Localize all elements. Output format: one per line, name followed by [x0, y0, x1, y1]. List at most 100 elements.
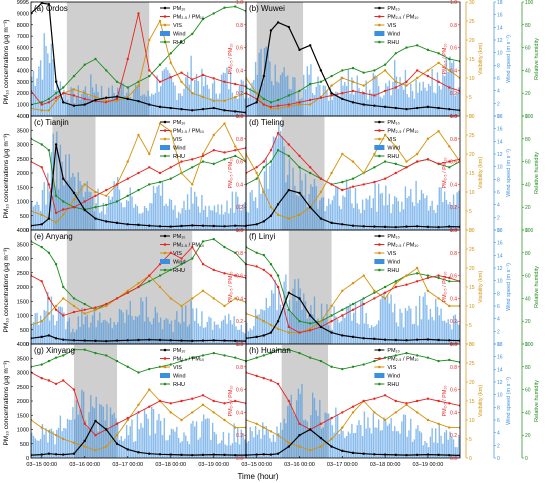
wind-bar — [61, 431, 63, 458]
wind-bar — [440, 308, 442, 344]
rhu-point — [223, 245, 226, 249]
wind-bar — [109, 407, 112, 458]
vis-point — [276, 434, 280, 437]
vis-point — [287, 331, 290, 334]
rhu-point — [448, 358, 451, 362]
wind-bar — [199, 94, 201, 116]
wind-bar — [246, 322, 248, 344]
pm10-line — [31, 144, 246, 228]
vis-point — [180, 418, 183, 422]
rhu-point — [426, 274, 430, 277]
wind-bar — [224, 444, 226, 458]
rhu-point — [351, 177, 355, 180]
wind-bar — [279, 304, 282, 344]
wind-bar — [436, 306, 439, 344]
wind-tick-label: 6 — [497, 190, 500, 196]
wind-bar — [347, 306, 350, 344]
wind-bar — [203, 327, 205, 344]
rhu-point — [437, 52, 440, 55]
wind-bar — [445, 322, 448, 344]
legend-ratio-marker — [378, 357, 381, 360]
vis-point — [276, 213, 280, 216]
ratio-point — [137, 285, 140, 289]
wind-bar — [290, 89, 292, 116]
rhu-point — [341, 367, 344, 371]
ratio-point — [448, 402, 451, 405]
legend-vis-marker — [378, 365, 381, 369]
vis-point — [83, 92, 86, 95]
wind-bar — [353, 433, 355, 458]
wind-tick-label: 4 — [497, 203, 500, 209]
wind-bar — [97, 91, 99, 116]
wind-bars — [246, 46, 460, 116]
wind-bar — [194, 320, 196, 344]
rhu-point — [158, 180, 162, 184]
wind-bar — [297, 278, 300, 344]
wind-bar — [454, 447, 457, 458]
wind-bar — [41, 424, 44, 458]
wind-bar — [404, 186, 407, 230]
wind-bar — [372, 198, 374, 230]
wind-bar — [113, 181, 115, 230]
ratio-tick-label: 0.0 — [450, 114, 457, 120]
wind-bar — [397, 326, 399, 344]
wind-bar — [274, 64, 276, 116]
wind-bar — [201, 421, 203, 458]
wind-axis-title: Wind speed (m s⁻¹) — [506, 149, 512, 197]
legend-wind-swatch — [374, 259, 385, 264]
vis-line — [31, 388, 246, 451]
wind-bar — [47, 53, 49, 116]
wind-bar — [397, 201, 399, 230]
pm10-point — [105, 428, 108, 431]
wind-bar — [95, 203, 97, 230]
rhu-point — [394, 354, 397, 357]
rhu-point — [212, 162, 215, 166]
wind-tick-label: 4 — [497, 317, 500, 323]
wind-bar — [72, 407, 74, 458]
rhu-point — [191, 257, 194, 260]
wind-bar — [344, 437, 346, 458]
wind-bar — [283, 146, 285, 230]
legend-rhu-label: RHU — [387, 382, 399, 388]
pm10-point — [405, 107, 408, 111]
ratio-axis-title: PM₂.₅ / PM₁₀ — [228, 271, 234, 302]
pm10-point — [287, 188, 290, 192]
wind-bar — [424, 198, 426, 230]
wind-bar — [315, 320, 317, 344]
ratio-point — [309, 98, 312, 102]
wind-bar — [377, 320, 380, 344]
wind-bar — [149, 435, 151, 458]
wind-bars — [31, 389, 246, 458]
wind-bar — [377, 183, 380, 230]
rhu-point — [362, 363, 365, 366]
wind-bar — [294, 77, 296, 116]
wind-bar — [111, 328, 114, 344]
wind-bar — [124, 207, 126, 230]
wind-bar — [333, 195, 335, 230]
wind-bar — [278, 433, 280, 458]
ratio-point — [191, 78, 194, 81]
left-axis-title-row3: PM₁₀ concentrations (μg m⁻³) — [3, 247, 10, 332]
rhu-tick-label: 60 — [525, 274, 531, 280]
wind-bar — [360, 213, 362, 230]
legend-wind-label: Wind — [173, 32, 186, 38]
wind-bar — [333, 306, 335, 344]
wind-bar — [167, 440, 169, 458]
wind-tick-label: 18 — [497, 342, 503, 348]
wind-bar — [70, 332, 72, 344]
legend-pm10-label: PM₁₀ — [173, 348, 185, 354]
wind-bar — [79, 180, 81, 230]
wind-bar — [233, 423, 235, 458]
wind-bar — [344, 82, 346, 116]
rhu-tick-label: 20 — [525, 205, 531, 211]
y-tick-label: 0 — [26, 228, 29, 234]
rhu-point — [148, 367, 151, 371]
panel-e: (e) Anyang050010001500200025003000350040… — [17, 228, 247, 348]
ratio-point — [54, 211, 58, 215]
wind-bar — [95, 396, 97, 458]
wind-bar — [75, 191, 78, 230]
wind-bar — [406, 94, 408, 116]
wind-bar — [38, 440, 40, 458]
